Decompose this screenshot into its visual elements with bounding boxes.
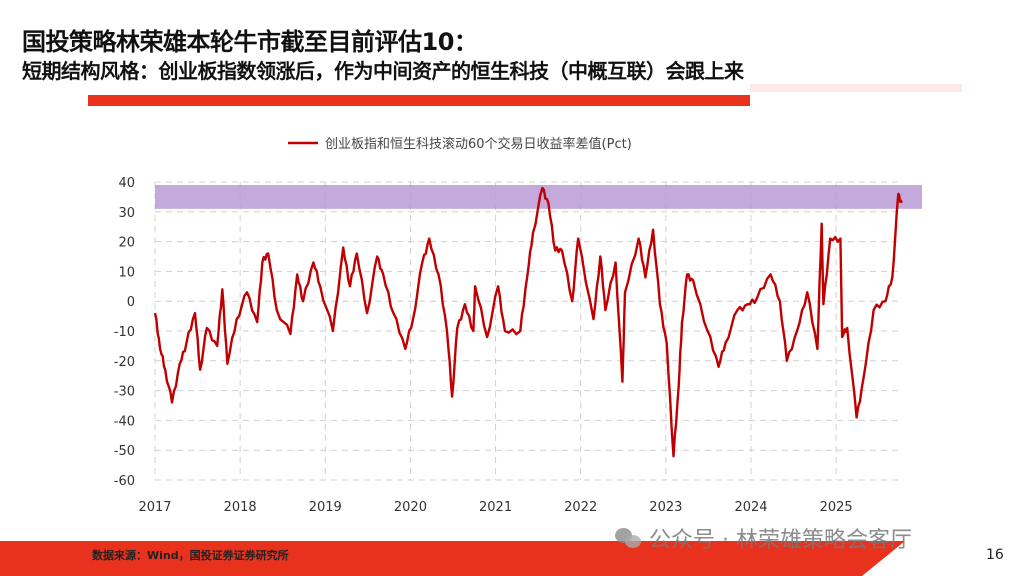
y-tick-label: 0 — [127, 295, 135, 310]
grid — [154, 181, 900, 481]
y-tick-label: -40 — [114, 414, 135, 429]
x-tick-label: 2019 — [309, 500, 342, 515]
wechat-icon — [615, 526, 643, 550]
accent-bar-light — [750, 84, 962, 92]
series-line — [153, 186, 903, 458]
x-tick-label: 2018 — [224, 500, 257, 515]
legend: 创业板指和恒生科技滚动60个交易日收益率差值(Pct) — [288, 136, 632, 152]
page-number: 16 — [986, 547, 1004, 563]
y-tick-label: -60 — [114, 474, 135, 489]
x-tick-label: 2020 — [394, 500, 427, 515]
x-axis: 2017 2018 2019 2020 2021 2022 2023 2024 2025 — [138, 500, 852, 515]
y-tick-label: 40 — [118, 176, 135, 191]
y-tick-label: -50 — [114, 444, 135, 459]
x-tick-label: 2021 — [479, 500, 512, 515]
y-tick-label: 20 — [118, 236, 135, 251]
y-axis: 40 30 20 10 0 -10 -20 -30 -40 -50 -60 — [114, 176, 135, 489]
y-tick-label: 10 — [118, 265, 135, 280]
x-tick-label: 2024 — [734, 500, 767, 515]
x-tick-label: 2022 — [564, 500, 597, 515]
x-tick-label: 2023 — [649, 500, 682, 515]
data-source: 数据来源：Wind，国投证券证券研究所 — [92, 549, 289, 562]
x-tick-label: 2025 — [820, 500, 853, 515]
page-title: 国投策略林荣雄本轮牛市截至目前评估10： — [22, 28, 478, 56]
y-tick-label: -20 — [114, 355, 135, 370]
y-tick-label: 30 — [118, 206, 135, 221]
y-tick-label: -30 — [114, 385, 135, 400]
accent-bar — [88, 95, 750, 106]
highlight-band — [155, 184, 922, 209]
watermark-text: 公众号 · 林荣雄策略会客厅 — [649, 528, 912, 553]
legend-label: 创业板指和恒生科技滚动60个交易日收益率差值(Pct) — [325, 136, 632, 152]
y-tick-label: -10 — [114, 325, 135, 340]
x-tick-label: 2017 — [138, 500, 171, 515]
page-subtitle: 短期结构风格：创业板指数领涨后，作为中间资产的恒生科技（中概互联）会跟上来 — [22, 59, 744, 83]
watermark: 公众号 · 林荣雄策略会客厅 — [615, 522, 912, 554]
